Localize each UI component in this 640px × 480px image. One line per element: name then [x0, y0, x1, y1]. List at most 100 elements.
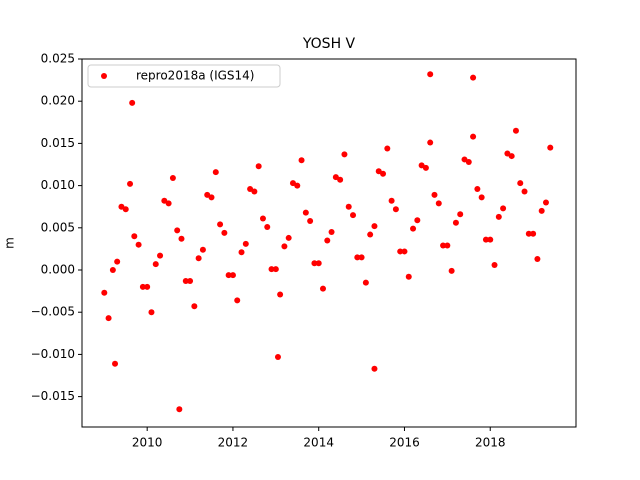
- data-point: [176, 406, 183, 413]
- data-point: [212, 169, 219, 176]
- data-point: [371, 365, 378, 372]
- data-point: [217, 221, 224, 228]
- y-tick-label: −0.015: [31, 389, 75, 403]
- data-point: [281, 243, 288, 250]
- y-tick-label: −0.005: [31, 305, 75, 319]
- data-point: [152, 261, 159, 268]
- y-tick-label: 0.025: [41, 52, 75, 66]
- data-point: [457, 211, 464, 218]
- data-point: [112, 360, 119, 367]
- data-point: [251, 188, 258, 195]
- data-point: [508, 153, 515, 160]
- data-point: [380, 170, 387, 177]
- data-point: [414, 217, 421, 224]
- data-point: [358, 254, 365, 261]
- data-point: [427, 71, 434, 78]
- y-tick-label: 0.010: [41, 178, 75, 192]
- data-point: [169, 175, 176, 182]
- data-point: [272, 266, 279, 273]
- data-point: [122, 206, 129, 213]
- y-tick-label: 0.000: [41, 263, 75, 277]
- y-axis-label: m: [3, 237, 17, 249]
- data-point: [285, 234, 292, 241]
- x-tick-label: 2016: [389, 436, 420, 450]
- data-point: [221, 229, 228, 236]
- data-point: [268, 266, 275, 273]
- legend-marker: [101, 73, 107, 79]
- data-point: [311, 260, 318, 267]
- data-point: [341, 151, 348, 158]
- data-point: [131, 233, 138, 240]
- data-point: [165, 200, 172, 207]
- data-point: [307, 218, 314, 225]
- data-point: [294, 182, 301, 189]
- data-point: [500, 205, 507, 212]
- legend-label: repro2018a (IGS14): [136, 69, 254, 83]
- data-point: [229, 272, 236, 279]
- data-point: [530, 230, 537, 237]
- y-tick-label: 0.005: [41, 220, 75, 234]
- data-point: [487, 236, 494, 243]
- x-tick-label: 2012: [218, 436, 249, 450]
- data-point: [109, 267, 116, 274]
- data-point: [495, 213, 502, 220]
- data-point: [410, 225, 417, 232]
- data-point: [135, 241, 142, 248]
- data-point: [225, 272, 232, 279]
- data-point: [384, 145, 391, 152]
- data-point: [465, 158, 472, 165]
- data-point: [337, 176, 344, 183]
- chart-title: YOSH V: [302, 36, 356, 52]
- data-point: [264, 223, 271, 230]
- data-point: [148, 309, 155, 316]
- data-point: [525, 230, 532, 237]
- data-point: [431, 191, 438, 198]
- data-point: [105, 315, 112, 322]
- data-point: [401, 248, 408, 255]
- data-point: [435, 200, 442, 207]
- data-point: [319, 285, 326, 292]
- data-point: [182, 277, 189, 284]
- data-point: [547, 144, 554, 151]
- y-tick-label: 0.020: [41, 94, 75, 108]
- data-point: [422, 164, 429, 171]
- data-point: [482, 236, 489, 243]
- data-point: [315, 260, 322, 267]
- data-point: [542, 199, 549, 206]
- data-point: [397, 248, 404, 255]
- data-point: [302, 209, 309, 216]
- data-point: [448, 267, 455, 274]
- data-point: [354, 254, 361, 261]
- x-tick-label: 2018: [475, 436, 506, 450]
- data-point: [478, 194, 485, 201]
- data-point: [521, 188, 528, 195]
- data-point: [114, 258, 121, 265]
- data-point: [470, 133, 477, 140]
- data-point: [517, 180, 524, 187]
- data-point: [538, 207, 545, 214]
- data-point: [191, 303, 198, 310]
- data-point: [174, 227, 181, 234]
- data-point: [129, 99, 136, 106]
- data-point: [242, 240, 249, 247]
- y-tick-label: 0.015: [41, 136, 75, 150]
- data-point: [234, 297, 241, 304]
- data-point: [371, 223, 378, 230]
- data-point: [259, 215, 266, 222]
- data-point: [238, 249, 245, 256]
- x-tick-label: 2010: [132, 436, 163, 450]
- legend-box: [87, 64, 281, 88]
- data-point: [534, 256, 541, 263]
- data-point: [139, 283, 146, 290]
- data-point: [440, 242, 447, 249]
- data-point: [178, 235, 185, 242]
- data-point: [199, 246, 206, 253]
- x-tick-label: 2014: [303, 436, 334, 450]
- data-point: [427, 139, 434, 146]
- data-point: [208, 194, 215, 201]
- data-point: [328, 229, 335, 236]
- data-point: [452, 219, 459, 226]
- data-point: [127, 180, 134, 187]
- data-point: [362, 279, 369, 286]
